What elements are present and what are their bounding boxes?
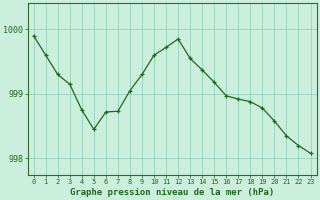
X-axis label: Graphe pression niveau de la mer (hPa): Graphe pression niveau de la mer (hPa) xyxy=(70,188,274,197)
